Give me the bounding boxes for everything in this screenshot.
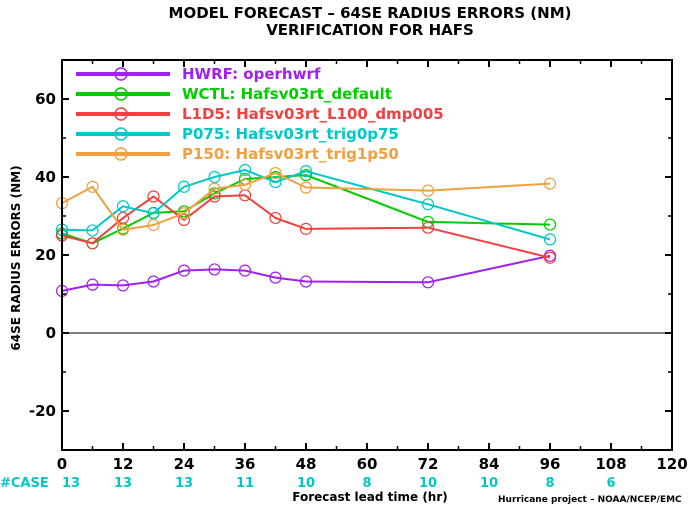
series-point: [543, 251, 557, 264]
x-tick-label: 96: [540, 455, 561, 473]
series-point: [147, 218, 160, 232]
series-point: [177, 207, 191, 220]
axis-layer: 0 12 24 36 48 60 72 84 96 108 120 -20 0 20 40 60: [29, 59, 688, 473]
series-point: [299, 181, 313, 194]
series-line-4: [61, 172, 551, 231]
legend-entry: HWRF: operhwrf: [182, 65, 321, 83]
x-tick-label: 48: [296, 455, 317, 473]
y-tick-label: 0: [46, 324, 56, 342]
case-count-value: 11: [236, 476, 254, 491]
credit-text: Hurricane project – NOAA/NCEP/EMC: [498, 495, 682, 505]
series-point: [421, 198, 435, 211]
series-point: [269, 271, 282, 284]
legend-entry: P075: Hafsv03rt_trig0p75: [182, 125, 399, 143]
x-tick-label: 72: [418, 455, 439, 473]
series-point: [86, 278, 99, 291]
legend-entry: L1D5: Hafsv03rt_L100_dmp005: [182, 105, 444, 123]
series-point: [299, 222, 313, 235]
series-line-2: [61, 194, 551, 259]
series-point: [86, 224, 99, 237]
series-point: [177, 213, 191, 226]
legend-swatch-marker: [114, 127, 128, 141]
y-tick-label: -20: [29, 402, 56, 420]
case-count-row: #CASE 13 13 13 11 10 8 10 10 8 6: [0, 476, 616, 491]
series-point: [238, 178, 252, 191]
case-count-value: 13: [114, 476, 132, 491]
x-tick-label: 12: [113, 455, 134, 473]
series-point: [208, 182, 221, 195]
series-point: [269, 167, 282, 180]
case-count-label: #CASE: [0, 476, 49, 491]
series-point: [86, 180, 99, 193]
y-tick-label: 20: [35, 246, 56, 264]
series-point: [116, 200, 130, 213]
x-tick-label: 24: [174, 455, 195, 473]
series-point: [421, 221, 435, 234]
series-point: [116, 223, 130, 236]
series-point: [177, 264, 191, 277]
series-point: [238, 163, 252, 177]
legend-swatch-marker: [114, 147, 128, 161]
case-count-value: 10: [480, 476, 498, 491]
chart-title: MODEL FORECAST – 64SE RADIUS ERRORS (NM): [169, 4, 572, 22]
case-count-value: 13: [175, 476, 193, 491]
legend-swatch-marker: [114, 67, 128, 81]
series-point: [208, 190, 221, 203]
x-tick-label: 0: [57, 455, 67, 473]
y-tick-label: 40: [35, 168, 56, 186]
series-point: [543, 233, 557, 246]
legend-swatch-marker: [114, 87, 128, 101]
series-point: [238, 264, 252, 277]
legend-swatch-marker: [114, 107, 128, 121]
series-point: [116, 211, 130, 225]
case-count-value: 8: [545, 476, 554, 491]
series-point: [299, 168, 313, 182]
series-point: [116, 279, 130, 292]
case-count-value: 13: [62, 476, 80, 491]
x-tick-label: 36: [235, 455, 256, 473]
series-point: [177, 180, 191, 193]
legend-entry: WCTL: Hafsv03rt_default: [182, 85, 392, 103]
series-point: [269, 175, 282, 189]
chart-subtitle: VERIFICATION FOR HAFS: [266, 21, 474, 39]
series-point: [269, 211, 282, 225]
series-line-1: [61, 174, 551, 245]
legend: HWRF: operhwrf WCTL: Hafsv03rt_default L1D…: [76, 65, 444, 163]
series-point: [299, 275, 313, 288]
series-line-0: [61, 254, 551, 292]
series-point: [543, 218, 557, 231]
case-count-value: 8: [362, 476, 371, 491]
series-point: [208, 170, 221, 184]
series-layer: [55, 163, 557, 297]
x-tick-label: 108: [595, 455, 626, 473]
series-point: [421, 184, 435, 197]
series-point: [543, 177, 557, 190]
legend-entry: P150: Hafsv03rt_trig1p50: [182, 145, 399, 163]
case-count-value: 10: [297, 476, 315, 491]
case-count-value: 6: [606, 476, 615, 491]
series-point: [299, 165, 313, 178]
series-point: [208, 263, 221, 276]
series-point: [147, 190, 160, 203]
case-count-value: 10: [419, 476, 437, 491]
series-point: [147, 275, 160, 288]
series-point: [147, 207, 160, 220]
x-axis-label: Forecast lead time (hr): [292, 490, 448, 504]
x-tick-label: 60: [357, 455, 378, 473]
y-tick-label: 60: [35, 90, 56, 108]
series-point: [421, 276, 435, 289]
x-tick-label: 84: [479, 455, 500, 473]
series-point: [86, 237, 99, 250]
y-axis-label: 64SE RADIUS ERRORS (NM): [9, 165, 23, 350]
x-tick-label: 120: [656, 455, 687, 473]
